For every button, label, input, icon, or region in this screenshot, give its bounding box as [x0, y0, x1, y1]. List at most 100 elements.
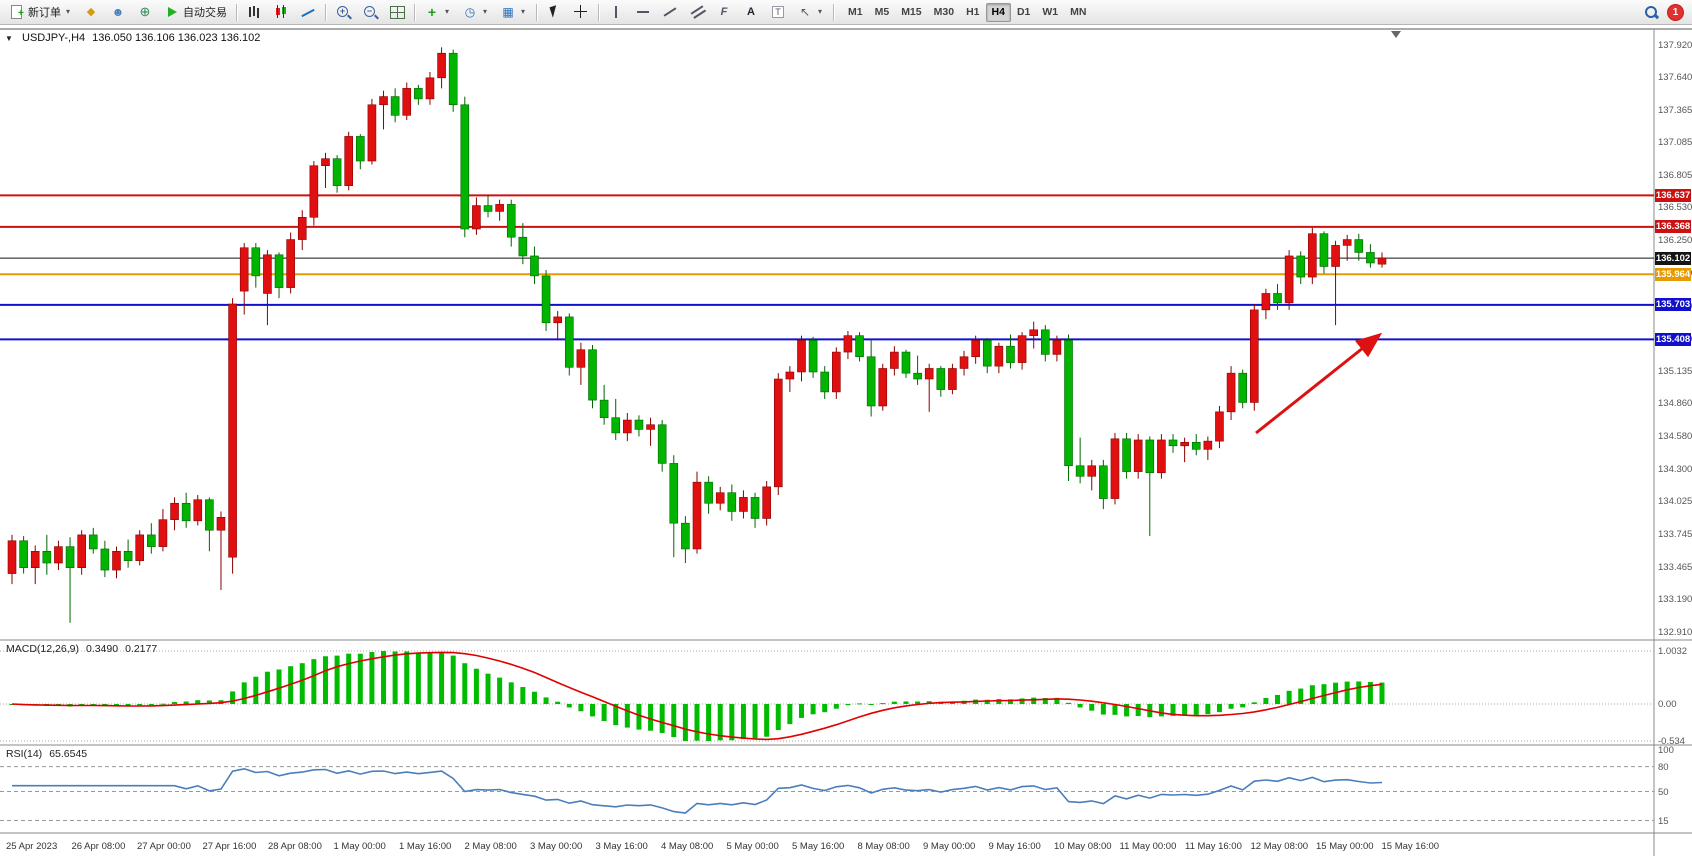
macd-histogram-bar	[868, 704, 874, 705]
market-icon	[83, 4, 99, 20]
macd-histogram-bar	[172, 702, 178, 704]
timeframe-button-group: M1 M5 M15 M30 H1 H4 D1 W1 MN	[842, 2, 1092, 22]
trendline-tool-button[interactable]	[657, 2, 683, 23]
candle-body	[367, 104, 377, 162]
candle-body	[297, 216, 307, 240]
cursor-button[interactable]	[541, 2, 567, 23]
macd-histogram-bar	[1263, 697, 1269, 704]
tile-windows-button[interactable]	[384, 2, 410, 23]
market-button[interactable]	[78, 2, 104, 23]
macd-histogram-bar	[125, 704, 131, 707]
candle-body	[1319, 233, 1329, 267]
templates-button[interactable]	[495, 2, 532, 23]
macd-histogram-bar	[1356, 681, 1362, 704]
macd-histogram-bar	[415, 652, 421, 704]
text-tool-button[interactable]	[738, 2, 764, 23]
candle-body	[1075, 465, 1085, 477]
new-order-button[interactable]: 新订单	[4, 2, 77, 23]
candle-body	[390, 96, 400, 116]
candle-body	[228, 303, 237, 558]
candle-body	[913, 372, 922, 380]
candle-body	[274, 254, 284, 288]
candle-body	[762, 486, 771, 519]
channel-tool-button[interactable]	[684, 2, 710, 23]
price-axis[interactable]: 137.920 137.640 137.365 137.085 136.805 136.5…	[1655, 0, 1692, 856]
macd-histogram-bar	[624, 704, 630, 728]
candle-body	[414, 88, 423, 100]
zoom-in-button[interactable]	[330, 2, 356, 23]
trend-arrow-annotation[interactable]	[1255, 332, 1383, 435]
auto-trading-button[interactable]: 自动交易	[159, 2, 232, 23]
timeframe-mn-button[interactable]: MN	[1064, 3, 1092, 22]
candle-body	[402, 88, 412, 116]
timeframe-h1-button[interactable]: H1	[960, 3, 985, 22]
zoom-out-button[interactable]	[357, 2, 383, 23]
candle-body	[1133, 439, 1143, 472]
macd-histogram-bar	[1066, 702, 1072, 704]
chart-shift-marker[interactable]	[1391, 31, 1401, 38]
candle-body	[773, 378, 783, 488]
periods-button[interactable]	[457, 2, 494, 23]
candle-body	[657, 424, 667, 464]
candle-body	[251, 247, 261, 277]
community-button[interactable]	[105, 2, 131, 23]
macd-histogram-bar	[1170, 704, 1176, 716]
macd-histogram-bar	[531, 691, 537, 704]
timeframe-m1-button[interactable]: M1	[842, 3, 869, 22]
price-axis-label: 134.300	[1658, 463, 1692, 475]
timeframe-m5-button[interactable]: M5	[869, 3, 896, 22]
bar-chart-button[interactable]	[241, 2, 267, 23]
candle-body	[785, 371, 795, 380]
macd-histogram-bar	[381, 651, 387, 704]
macd-histogram-bar	[1216, 704, 1222, 713]
new-order-label: 新订单	[28, 7, 61, 19]
macd-histogram-bar	[450, 655, 456, 704]
vertical-line-tool-button[interactable]	[603, 2, 629, 23]
current-price-badge: 136.102	[1655, 251, 1691, 265]
timeframe-m15-button[interactable]: M15	[895, 3, 927, 22]
timeframe-m30-button[interactable]: M30	[928, 3, 960, 22]
macd-histogram-bar	[1240, 704, 1246, 708]
candle-body	[356, 136, 365, 162]
candle-body	[727, 492, 737, 512]
auto-trading-label: 自动交易	[183, 7, 227, 19]
candle-body	[518, 236, 528, 257]
time-axis-label: 8 May 08:00	[858, 841, 910, 852]
horizontal-line-tool-button[interactable]	[630, 2, 656, 23]
candle-body	[1226, 372, 1236, 413]
candlestick-chart-button[interactable]	[268, 2, 294, 23]
macd-histogram-bar	[1031, 697, 1037, 704]
rsi-line	[12, 767, 1383, 814]
notification-badge[interactable]: 1	[1668, 4, 1683, 20]
macd-histogram-bar	[845, 704, 851, 706]
macd-histogram-bar	[1344, 681, 1350, 704]
timeframe-d1-button[interactable]: D1	[1011, 3, 1036, 22]
fibonacci-tool-button[interactable]	[711, 2, 737, 23]
price-axis-label: 136.250	[1658, 235, 1692, 247]
macd-histogram-bar	[427, 652, 433, 704]
globe-icon	[137, 4, 153, 20]
indicators-button[interactable]	[419, 2, 456, 23]
price-axis-label: 136.530	[1658, 202, 1692, 214]
timeframe-h4-button[interactable]: H4	[985, 2, 1011, 22]
shapes-tool-button[interactable]	[792, 2, 829, 23]
candle-body	[1366, 252, 1375, 264]
line-chart-button[interactable]	[295, 2, 321, 23]
macd-histogram-bar	[857, 703, 863, 705]
search-icon[interactable]	[1643, 4, 1659, 20]
zoom-out-icon	[362, 4, 378, 20]
macd-histogram-bar	[915, 701, 921, 704]
candle-body	[344, 136, 353, 186]
timeframe-w1-button[interactable]: W1	[1036, 3, 1064, 22]
crosshair-button[interactable]	[568, 2, 594, 23]
text-label-tool-button[interactable]	[765, 2, 791, 23]
macd-histogram-bar	[1054, 697, 1060, 704]
hosting-button[interactable]	[132, 2, 158, 23]
macd-histogram-bar	[764, 704, 770, 737]
macd-histogram-bar	[1367, 682, 1373, 704]
candle-body	[1203, 440, 1213, 450]
macd-histogram-bar	[1182, 704, 1188, 716]
candle-body	[576, 349, 586, 368]
candle-body	[901, 351, 911, 374]
